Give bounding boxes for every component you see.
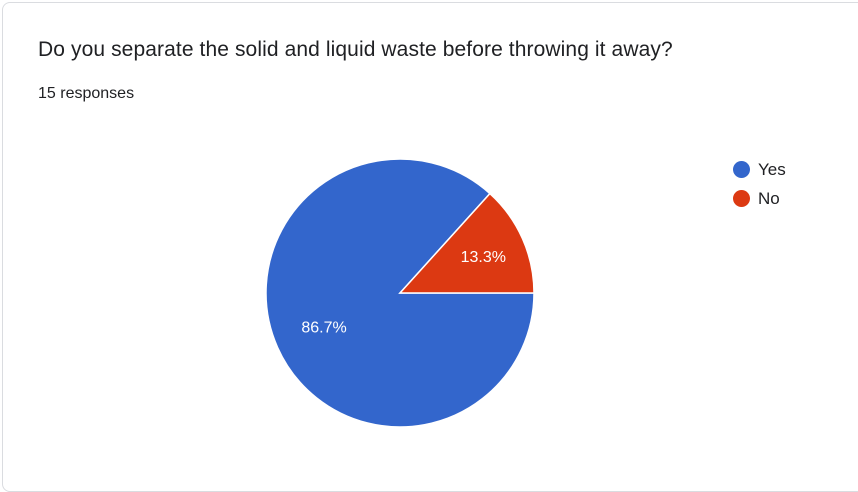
legend-swatch-no xyxy=(733,190,750,207)
legend-label-yes: Yes xyxy=(758,159,786,179)
response-count: 15 responses xyxy=(38,85,135,102)
legend-label-no: No xyxy=(758,188,780,208)
chart-legend: Yes No xyxy=(733,155,786,213)
question-title: Do you separate the solid and liquid was… xyxy=(38,38,673,61)
pie-chart: 86.7% 13.3% xyxy=(265,158,535,428)
pie-label-no: 13.3% xyxy=(461,249,506,266)
pie-label-yes: 86.7% xyxy=(301,320,346,337)
pie-slices xyxy=(265,158,535,428)
pie-slice-no[interactable] xyxy=(398,192,535,294)
pie-labels: 86.7% 13.3% xyxy=(301,249,506,337)
legend-swatch-yes xyxy=(733,161,750,178)
legend-item-no[interactable]: No xyxy=(733,184,786,213)
legend-item-yes[interactable]: Yes xyxy=(733,155,786,184)
